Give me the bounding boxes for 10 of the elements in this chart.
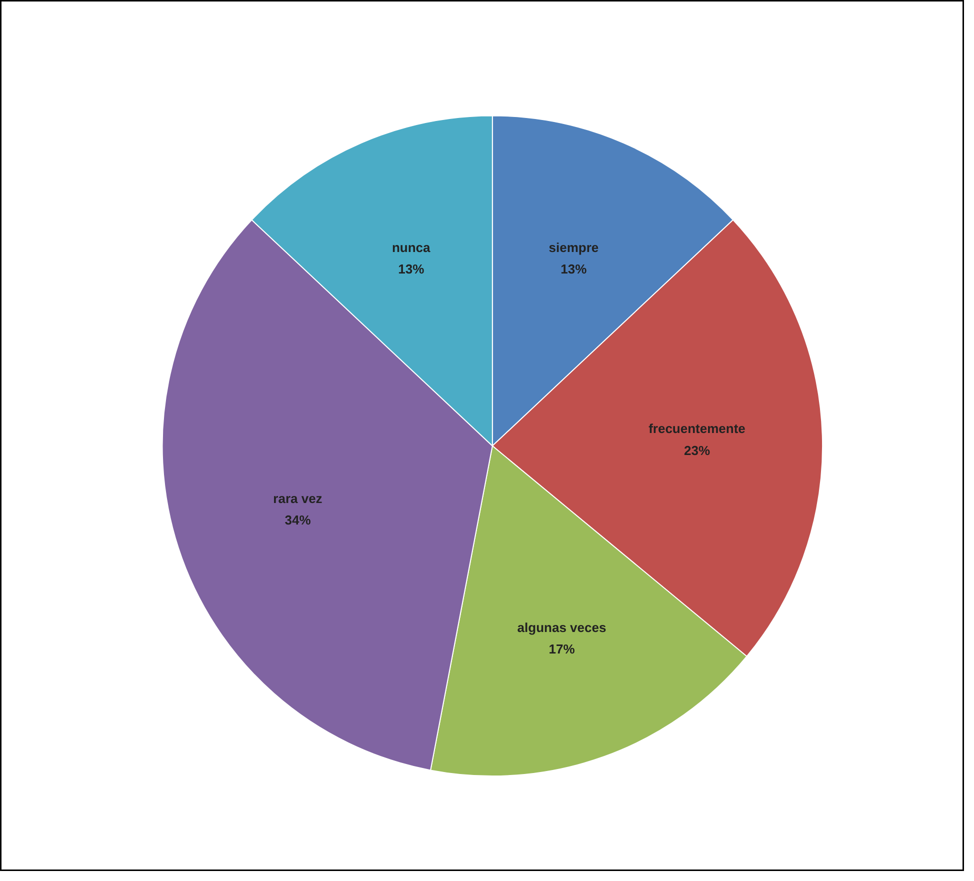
slice-label: rara vez [273,490,323,506]
slice-label: frecuentemente [648,421,746,436]
data-label: 17% [548,642,576,657]
slice-label: nunca [392,240,432,255]
slice-label: siempre [548,240,599,255]
data-label: 34% [284,512,312,528]
data-label: 13% [398,261,425,276]
data-label: 23% [684,442,710,458]
slice-label: algunas veces [517,620,606,636]
data-label: 13% [560,261,588,276]
